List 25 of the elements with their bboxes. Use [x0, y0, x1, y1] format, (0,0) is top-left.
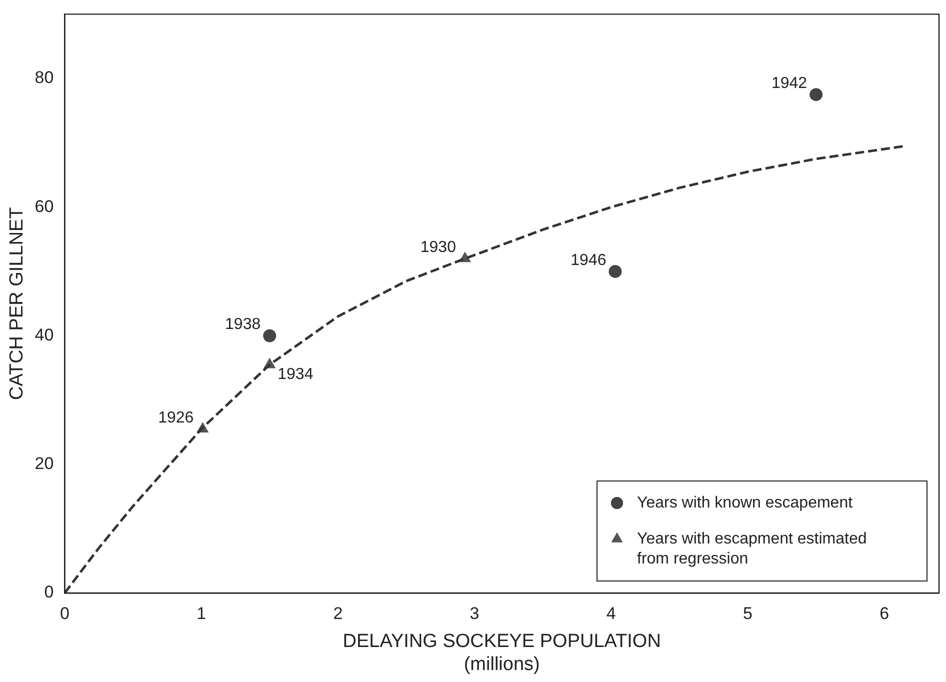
annotation: 1938: [225, 316, 261, 334]
y-tick-label: 80: [34, 68, 54, 88]
x-tick-label: 2: [333, 604, 343, 623]
y-tick-label: 60: [34, 196, 54, 216]
x-axis-title: DELAYING SOCKEYE POPULATION (millions): [342, 631, 661, 675]
point: [263, 329, 276, 342]
y-tick-label: 20: [34, 454, 54, 474]
x-tick-label: 3: [470, 604, 480, 623]
annotation: 1926: [158, 409, 194, 426]
annotation: 1946: [570, 252, 606, 269]
point: [810, 88, 823, 102]
annotation: 1934: [278, 366, 314, 384]
x-tick-label: 6: [880, 604, 890, 623]
y-axis-title: CATCH PER GILLNET: [6, 206, 28, 400]
legend-label: Years with known escapement: [637, 494, 854, 512]
legend-label: Years with escapment estimated from regression: [637, 530, 867, 568]
x-tick-label: 5: [743, 604, 752, 623]
annotation: 1930: [420, 238, 456, 256]
y-tick-label: 0: [44, 582, 54, 602]
x-tick-label: 1: [196, 604, 206, 623]
x-tick-label: 0: [60, 604, 70, 623]
annotation: 1942: [771, 74, 808, 92]
x-tick-label: 4: [606, 604, 616, 623]
y-tick-label: 40: [34, 325, 54, 344]
point: [608, 264, 622, 278]
